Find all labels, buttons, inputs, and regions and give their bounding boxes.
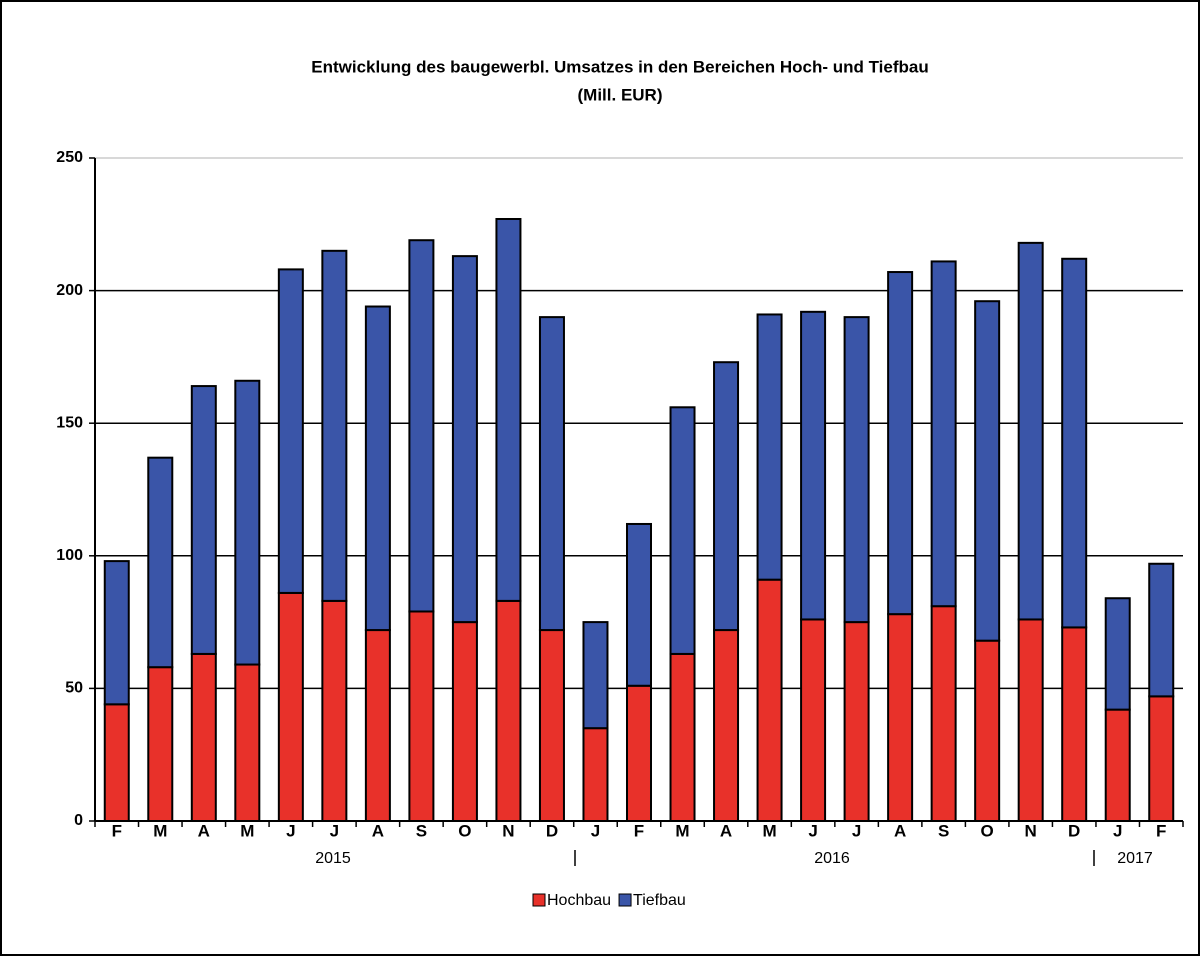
bar-segment [1148,695,1175,823]
chart-subtitle: (Mill. EUR) [578,85,663,104]
x-tick-label: F [1156,821,1166,840]
bar-segment [669,406,696,655]
bar-segment [495,217,522,602]
bar-segment [451,255,478,624]
x-tick-label: J [808,821,817,840]
x-tick-label: A [720,821,732,840]
bar-segment [713,629,740,823]
bar-segment [930,260,957,608]
y-tick-label: 0 [74,812,83,829]
bar-segment [190,652,217,823]
legend-swatch [618,893,632,907]
bar-segment [582,727,609,822]
bar-segment [190,385,217,655]
bar-segment [713,361,740,632]
bar-segment [974,639,1001,822]
bar-segment [800,618,827,822]
x-tick-label: F [634,821,644,840]
bar-segment [974,300,1001,642]
bar-segment [1061,257,1088,629]
bar-segment [321,249,348,602]
x-tick-label: O [458,821,471,840]
x-tick-label: D [546,821,558,840]
x-tick-label: M [675,821,689,840]
bar-segment [756,578,783,823]
bar-segment [1061,626,1088,822]
x-tick-label: N [1025,821,1037,840]
bar-segment [1148,562,1175,698]
legend-label: Tiefbau [633,892,686,909]
chart-title: Entwicklung des baugewerbl. Umsatzes in … [311,57,928,76]
x-tick-label: J [852,821,861,840]
year-label: 2017 [1117,850,1153,867]
x-tick-label: S [938,821,949,840]
bar-segment [582,621,609,730]
bar-segment [103,560,130,706]
bar-segment [103,703,130,823]
bar-segment [843,316,870,624]
bar-segment [887,271,914,616]
bar-segment [626,684,652,822]
bar-segment [669,652,696,823]
bar-segment [1104,597,1131,711]
bar-segment [277,591,304,822]
bar-segment [147,456,174,669]
x-tick-label: J [591,821,600,840]
bar-segment [1017,618,1044,822]
x-tick-label: A [372,821,384,840]
bar-segment [800,310,827,621]
bar-segment [930,605,957,822]
legend-label: Hochbau [547,892,611,909]
x-tick-label: J [1113,821,1122,840]
x-tick-label: J [286,821,295,840]
year-label: 2016 [814,850,850,867]
bar-segment [321,599,348,822]
bar-segment [887,613,914,822]
bar-segment [1104,708,1131,823]
x-tick-label: N [502,821,514,840]
x-tick-label: J [330,821,339,840]
bar-segment [843,621,870,822]
legend-swatch [532,893,546,907]
bar-segment [756,313,783,581]
bar-segment [364,305,391,632]
y-tick-label: 250 [56,149,83,166]
x-tick-label: A [198,821,210,840]
x-tick-label: M [153,821,167,840]
x-tick-label: M [240,821,254,840]
bar-segment [277,268,304,594]
x-tick-label: O [981,821,994,840]
bar-segment [1017,241,1044,621]
bar-segment [408,239,435,613]
bar-segment [538,629,565,823]
bar-segment [451,621,478,822]
x-tick-label: F [112,821,122,840]
y-tick-label: 50 [65,680,83,697]
x-tick-label: A [894,821,906,840]
x-tick-label: D [1068,821,1080,840]
x-tick-label: M [762,821,776,840]
bar-segment [626,522,652,687]
bar-segment [234,379,261,666]
year-label: 2015 [315,850,351,867]
bar-segment [495,599,522,822]
bar-segment [364,629,391,823]
bar-segment [538,316,565,632]
x-tick-label: S [416,821,427,840]
y-tick-label: 100 [56,547,83,564]
bar-segment [147,666,174,823]
y-tick-label: 200 [56,282,83,299]
y-tick-label: 150 [56,414,83,431]
bar-segment [408,610,435,822]
bar-segment [234,663,261,822]
